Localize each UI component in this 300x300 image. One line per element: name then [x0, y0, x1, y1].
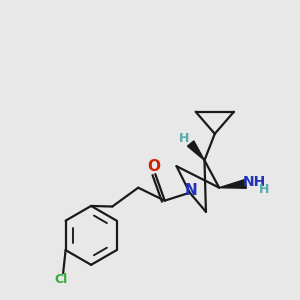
Text: H: H — [179, 132, 189, 145]
Text: H: H — [259, 183, 269, 196]
Text: O: O — [147, 159, 160, 174]
Polygon shape — [188, 141, 205, 160]
Text: Cl: Cl — [54, 273, 68, 286]
Text: NH: NH — [243, 176, 266, 189]
Polygon shape — [219, 179, 246, 188]
Text: N: N — [184, 183, 197, 198]
